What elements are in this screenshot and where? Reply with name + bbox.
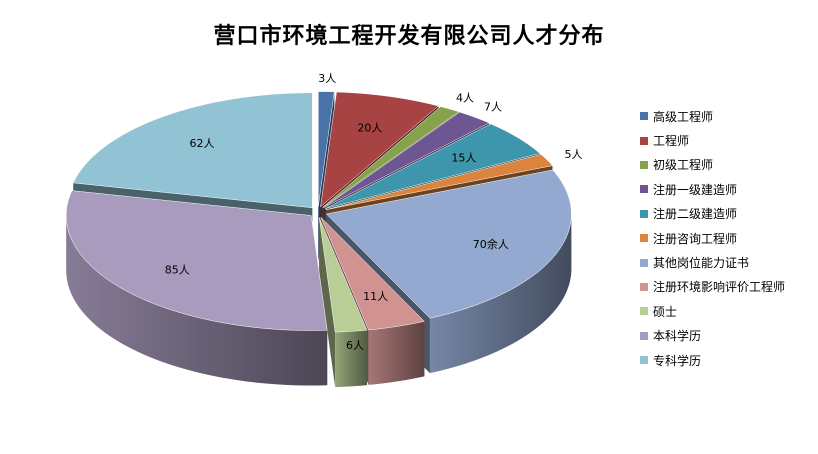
legend-label: 硕士 [653,304,678,319]
pie-slice[interactable] [318,91,335,207]
pie-slice[interactable] [326,154,553,210]
pie-slice[interactable] [318,217,368,333]
slice-wall [429,213,572,374]
data-label: 3人 [318,72,336,85]
data-label: 85人 [165,263,190,276]
pie-slice[interactable] [323,111,490,208]
slice-side [319,217,336,388]
legend-swatch [640,136,648,145]
legend-label: 初级工程师 [653,158,714,173]
legend-label: 注册一级建造师 [653,182,738,197]
slice-wall [335,330,367,388]
data-label: 11人 [363,290,388,303]
legend-swatch [640,160,648,169]
pie-slice[interactable] [320,91,439,208]
legend-swatch [640,331,648,340]
data-label: 15人 [451,152,476,165]
legend-label: 本科学历 [653,329,702,344]
legend-item: 高级工程师 [640,104,785,128]
slice-wall [368,321,425,385]
data-label: 5人 [565,148,583,161]
legend-swatch [640,112,648,121]
legend-label: 工程师 [653,134,690,149]
legend-swatch [640,234,648,243]
legend: 高级工程师工程师初级工程师注册一级建造师 注册二级建造师 注册咨询工程师 其他岗位能力… [640,104,785,372]
legend-label: 高级工程师 [653,109,714,124]
pie-slice[interactable] [72,92,313,209]
legend-label: 专科学历 [653,353,702,368]
legend-item: 注册一级建造师 [640,177,785,201]
legend-item: 注册咨询工程师 [640,226,785,250]
pie-slice[interactable] [322,106,460,208]
legend-item: 专科学历 [640,348,785,372]
data-label: 20人 [357,121,382,134]
legend-swatch [640,282,648,291]
legend-swatch [640,185,648,194]
legend-swatch [640,356,648,365]
data-label: 70余人 [473,237,509,251]
legend-item: 初级工程师 [640,153,785,177]
data-label: 62人 [189,137,214,150]
legend-swatch [640,258,648,267]
legend-item: 注册二级建造师 [640,202,785,226]
legend-label: 其他岗位能力证书 [653,256,750,271]
legend-label: 注册咨询工程师 [653,231,738,246]
legend-item: 其他岗位能力证书 [640,250,785,274]
legend-item: 本科学历 [640,324,785,348]
pie-slice[interactable] [325,169,572,319]
chart-title: 营口市环境工程开发有限公司人才分布 [213,24,605,49]
legend-item: 注册环境影响评价工程师 [640,275,785,299]
pie-slice[interactable] [320,216,425,331]
legend-item: 工程师 [640,128,785,152]
slice-wall [66,215,328,386]
data-label: 6人 [346,339,364,352]
legend-label: 注册环境影响评价工程师 [653,280,786,295]
pie-slice[interactable] [65,190,328,331]
legend-label: 注册二级建造师 [653,207,738,222]
legend-swatch [640,209,648,218]
legend-swatch [640,307,648,316]
data-label: 7人 [484,100,502,113]
pie-slice[interactable] [324,123,541,209]
data-label: 4人 [456,91,474,104]
legend-item: 硕士 [640,299,785,323]
